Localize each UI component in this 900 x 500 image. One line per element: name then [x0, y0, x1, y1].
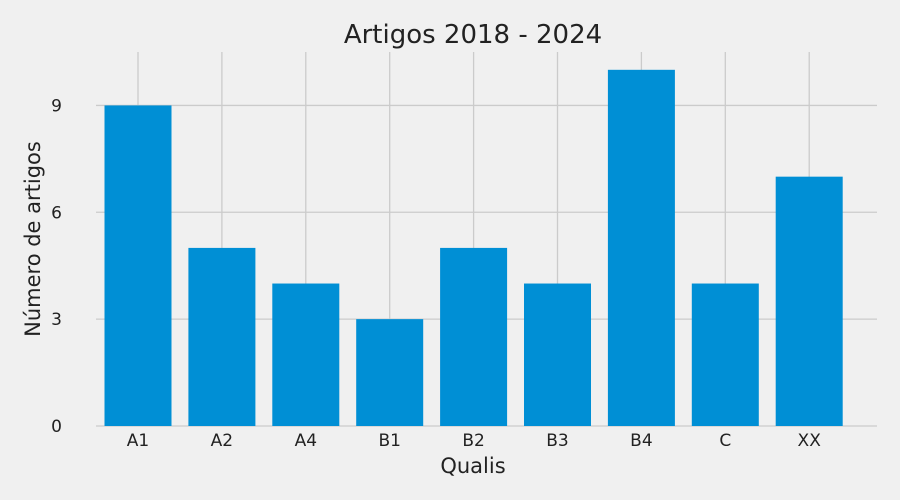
y-tick-label: 0 — [51, 417, 62, 437]
x-tick-label: B4 — [630, 431, 652, 451]
x-tick-label: B3 — [546, 431, 568, 451]
x-tick-label: XX — [798, 431, 822, 451]
bars — [104, 69, 843, 427]
x-tick-label: A2 — [211, 431, 233, 451]
y-tick-labels: 0 3 6 9 — [51, 96, 62, 437]
x-tick-label: B1 — [378, 431, 400, 451]
bar-b4 — [607, 69, 675, 427]
bar-a2 — [188, 247, 256, 426]
bar-a4 — [272, 283, 340, 426]
x-tick-label: A1 — [127, 431, 149, 451]
y-axis-label: Número de artigos — [21, 141, 45, 337]
y-tick-label: 3 — [51, 310, 62, 330]
bar-b2 — [440, 247, 508, 426]
y-tick-label: 9 — [51, 96, 62, 116]
bar-a1 — [104, 105, 172, 426]
y-tick-label: 6 — [51, 203, 62, 223]
x-tick-label: B2 — [462, 431, 484, 451]
x-tick-labels: A1 A2 A4 B1 B2 B3 B4 C XX — [127, 431, 821, 451]
x-tick-label: A4 — [295, 431, 317, 451]
x-tick-label: C — [719, 431, 731, 451]
bar-xx — [775, 176, 843, 426]
bar-c — [691, 283, 759, 426]
x-axis-label: Qualis — [440, 454, 505, 478]
bar-b1 — [356, 319, 424, 426]
chart-title: Artigos 2018 - 2024 — [344, 20, 602, 50]
bar-b3 — [524, 283, 591, 426]
